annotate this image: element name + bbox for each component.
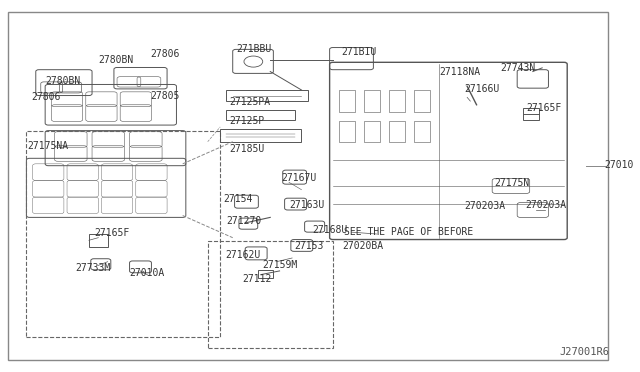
Bar [364, 121, 380, 142]
Bar [208, 241, 333, 349]
Bar [414, 121, 429, 142]
Text: 27153: 27153 [294, 241, 323, 251]
Text: 27175NA: 27175NA [28, 141, 68, 151]
Text: 2780BN: 2780BN [45, 76, 81, 86]
Text: 27733M: 27733M [75, 263, 111, 273]
Text: 27168U: 27168U [313, 225, 348, 235]
Bar [364, 90, 380, 112]
Bar [339, 90, 355, 112]
Text: J27001R6: J27001R6 [559, 347, 609, 357]
Text: SEE THE PAGE OF BEFORE: SEE THE PAGE OF BEFORE [344, 227, 473, 237]
Text: 27162U: 27162U [225, 250, 260, 260]
Text: 27175N: 27175N [494, 178, 529, 188]
Text: 27806: 27806 [31, 92, 61, 102]
Bar [414, 90, 429, 112]
Text: 270203A: 270203A [464, 201, 505, 211]
Bar [258, 270, 273, 278]
Bar [524, 109, 539, 119]
Bar [389, 121, 404, 142]
Bar [89, 234, 108, 247]
Text: 27806: 27806 [150, 49, 180, 59]
Text: 27020BA: 27020BA [342, 241, 383, 251]
Text: 270203A: 270203A [525, 200, 566, 210]
Text: 27743N: 27743N [500, 63, 536, 73]
Text: 27112: 27112 [242, 274, 271, 284]
Bar [339, 121, 355, 142]
Text: 27163U: 27163U [289, 200, 324, 210]
Bar [389, 90, 404, 112]
Text: 27165F: 27165F [527, 103, 562, 113]
Text: 27167U: 27167U [282, 173, 317, 183]
Text: 27118NA: 27118NA [439, 67, 480, 77]
Bar [220, 129, 301, 142]
Bar [227, 110, 295, 119]
Text: 271270: 271270 [227, 216, 262, 226]
Text: 2780BN: 2780BN [99, 55, 134, 65]
Text: 27010: 27010 [605, 160, 634, 170]
Text: 27185U: 27185U [230, 144, 265, 154]
Text: 271BBU: 271BBU [236, 44, 271, 54]
Text: 27125P: 27125P [230, 116, 265, 126]
Text: 27805: 27805 [150, 91, 180, 101]
Bar [227, 90, 308, 101]
Text: 27125PA: 27125PA [230, 97, 271, 107]
Text: 27154: 27154 [223, 194, 253, 204]
Text: 27159M: 27159M [263, 260, 298, 270]
Text: 27166U: 27166U [464, 84, 499, 94]
Text: 27010A: 27010A [129, 268, 165, 278]
Bar [26, 131, 220, 337]
Text: 27165F: 27165F [94, 228, 129, 238]
Text: 271BIU: 271BIU [341, 47, 376, 57]
